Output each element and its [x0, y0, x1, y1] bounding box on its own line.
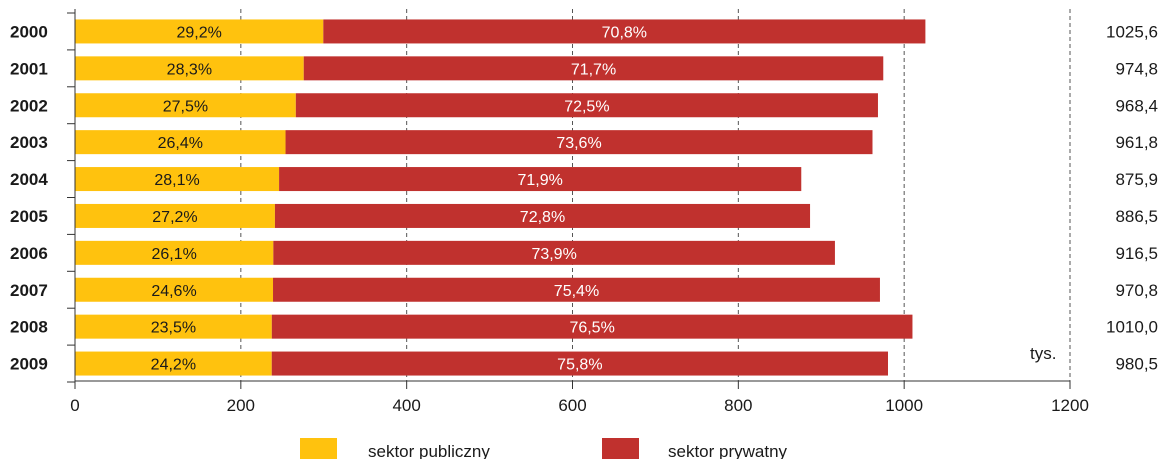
bar-public-sector [75, 93, 296, 118]
public-percent-label: 27,2% [152, 209, 197, 226]
total-value-label: 974,8 [1115, 59, 1158, 78]
legend-swatch-public [300, 438, 337, 459]
total-value-label: 916,5 [1115, 244, 1158, 263]
year-label: 2009 [10, 355, 48, 374]
year-label: 2001 [10, 59, 48, 78]
total-value-label: 1010,0 [1106, 318, 1158, 337]
x-tick-label: 800 [724, 396, 752, 415]
bar-private-sector [274, 203, 811, 228]
private-percent-label: 76,5% [569, 320, 614, 337]
total-value-label: 1025,6 [1106, 22, 1158, 41]
x-tick-label: 600 [558, 396, 586, 415]
x-tick-label: 1000 [885, 396, 923, 415]
public-percent-label: 24,2% [151, 357, 196, 374]
total-value-label: 980,5 [1115, 355, 1158, 374]
private-percent-label: 75,8% [557, 357, 602, 374]
public-percent-label: 23,5% [151, 320, 196, 337]
bar-public-sector [75, 130, 286, 155]
bar-public-sector [75, 19, 324, 44]
x-tick-label: 1200 [1051, 396, 1089, 415]
bar-public-sector [75, 203, 275, 228]
bar-private-sector [273, 277, 880, 302]
public-percent-label: 24,6% [151, 283, 196, 300]
bar-public-sector [75, 277, 274, 302]
private-percent-label: 70,8% [602, 24, 647, 41]
total-value-label: 968,4 [1115, 96, 1158, 115]
bar-private-sector [273, 240, 835, 265]
bar-public-sector [75, 351, 272, 376]
bar-private-sector [271, 351, 888, 376]
bar-private-sector [271, 314, 913, 339]
x-tick-label: 0 [70, 396, 79, 415]
bar-private-sector [285, 130, 873, 155]
private-percent-label: 71,7% [571, 61, 616, 78]
x-tick-label: 400 [392, 396, 420, 415]
private-percent-label: 72,8% [520, 209, 565, 226]
year-label: 2006 [10, 244, 48, 263]
private-percent-label: 75,4% [554, 283, 599, 300]
unit-label: tys. [1030, 344, 1056, 363]
total-value-label: 875,9 [1115, 170, 1158, 189]
public-percent-label: 26,4% [158, 135, 203, 152]
year-label: 2008 [10, 318, 48, 337]
year-label: 2005 [10, 207, 48, 226]
public-percent-label: 29,2% [176, 24, 221, 41]
year-label: 2000 [10, 22, 48, 41]
public-percent-label: 28,3% [167, 61, 212, 78]
year-label: 2002 [10, 96, 48, 115]
total-value-label: 961,8 [1115, 133, 1158, 152]
year-label: 2007 [10, 281, 48, 300]
bar-public-sector [75, 240, 274, 265]
legend-swatch-private [602, 438, 639, 459]
year-label: 2004 [10, 170, 48, 189]
bar-private-sector [295, 93, 878, 118]
x-tick-label: 200 [227, 396, 255, 415]
bar-private-sector [303, 56, 884, 81]
total-value-label: 970,8 [1115, 281, 1158, 300]
private-percent-label: 72,5% [564, 98, 609, 115]
bar-private-sector [323, 19, 926, 44]
bar-public-sector [75, 56, 304, 81]
private-percent-label: 73,9% [531, 246, 576, 263]
public-percent-label: 26,1% [151, 246, 196, 263]
private-percent-label: 73,6% [556, 135, 601, 152]
legend-label-private: sektor prywatny [668, 442, 788, 459]
bar-public-sector [75, 167, 280, 192]
bar-private-sector [279, 167, 802, 192]
private-percent-label: 71,9% [517, 172, 562, 189]
bar-public-sector [75, 314, 272, 339]
year-label: 2003 [10, 133, 48, 152]
public-percent-label: 27,5% [163, 98, 208, 115]
legend-label-public: sektor publiczny [368, 442, 490, 459]
public-percent-label: 28,1% [154, 172, 199, 189]
total-value-label: 886,5 [1115, 207, 1158, 226]
